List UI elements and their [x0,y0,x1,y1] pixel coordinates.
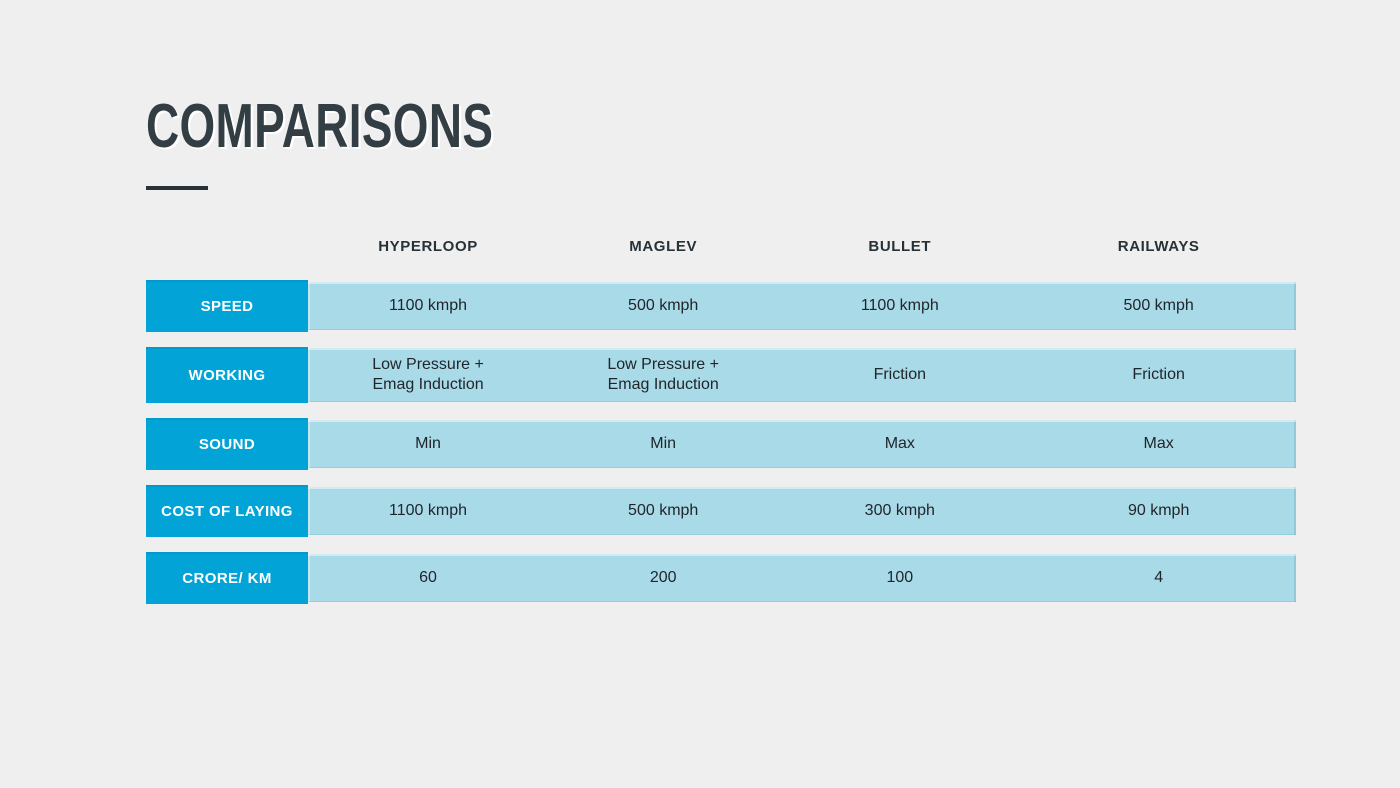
column-header-railways: RAILWAYS [1117,237,1200,255]
table-row: CRORE/ KM 60 200 100 4 [146,552,1296,604]
table-cell: 100 [886,569,914,586]
table-cell: Friction [873,366,927,383]
table-cell: Min [650,435,677,452]
table-cell: 500 kmph [628,502,699,519]
table-cell: 4 [1154,569,1164,586]
table-cell: Low Pressure + Emag Induction [607,356,719,393]
row-label-cost-of-laying: COST OF LAYING [146,485,308,537]
table-cell: 200 [649,569,677,586]
table-cell: Max [884,435,915,452]
row-label-crore-per-km: CRORE/ KM [146,552,308,604]
row-values-speed: 1100 kmph 500 kmph 1100 kmph 500 kmph [308,282,1296,330]
table-cell: 90 kmph [1127,502,1190,519]
column-header-hyperloop: HYPERLOOP [378,237,478,255]
table-cell: 1100 kmph [389,502,468,519]
title-underline [146,186,208,190]
header-columns: HYPERLOOP MAGLEV BULLET RAILWAYS [308,238,1296,255]
table-cell: Max [1143,435,1174,452]
comparison-table: HYPERLOOP MAGLEV BULLET RAILWAYS SPEED 1… [146,226,1296,619]
row-values-sound: Min Min Max Max [308,420,1296,468]
table-cell: 1100 kmph [389,297,468,314]
table-cell: 500 kmph [1123,297,1194,314]
table-header-row: HYPERLOOP MAGLEV BULLET RAILWAYS [146,226,1296,266]
table-row: WORKING Low Pressure + Emag Induction Lo… [146,347,1296,403]
table-cell: Friction [1132,366,1185,383]
page-title: COMPARISONS [146,92,494,161]
column-header-bullet: BULLET [868,237,932,255]
row-label-working: WORKING [146,347,308,403]
table-row: SPEED 1100 kmph 500 kmph 1100 kmph 500 k… [146,280,1296,332]
row-values-working: Low Pressure + Emag Induction Low Pressu… [308,348,1296,402]
row-values-cost-of-laying: 1100 kmph 500 kmph 300 kmph 90 kmph [308,487,1296,535]
table-cell: 60 [419,569,437,586]
table-cell: 1100 kmph [860,297,939,314]
table-cell: Min [415,435,441,452]
table-cell: 500 kmph [628,297,699,314]
table-cell: 300 kmph [864,502,935,519]
table-cell: Low Pressure + Emag Induction [372,356,484,393]
table-row: COST OF LAYING 1100 kmph 500 kmph 300 km… [146,485,1296,537]
row-label-speed: SPEED [146,280,308,332]
column-header-maglev: MAGLEV [629,237,698,255]
table-row: SOUND Min Min Max Max [146,418,1296,470]
row-label-sound: SOUND [146,418,308,470]
row-values-crore-per-km: 60 200 100 4 [308,554,1296,602]
